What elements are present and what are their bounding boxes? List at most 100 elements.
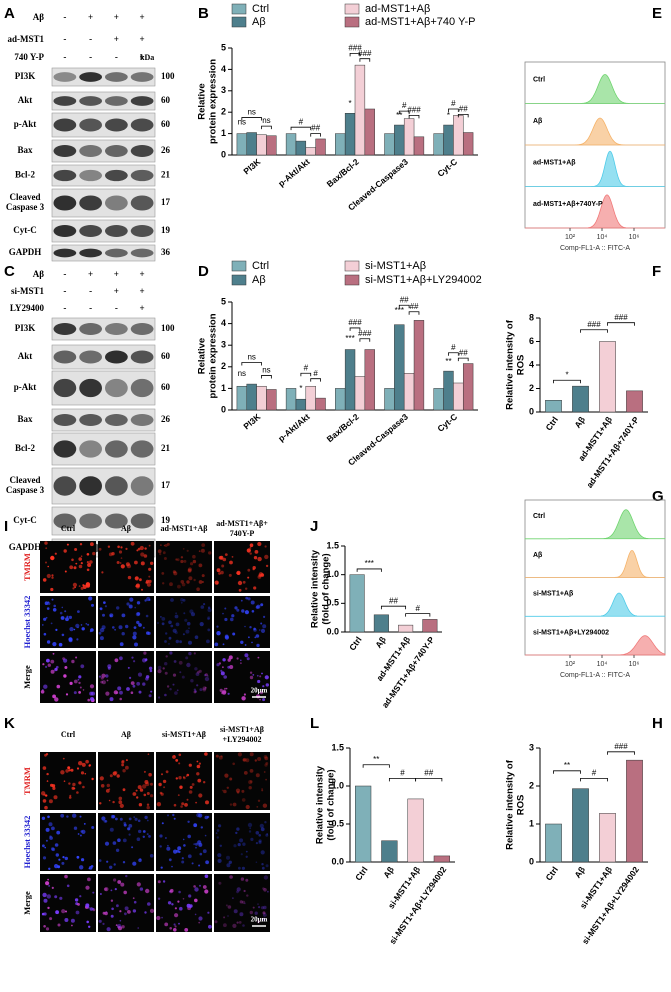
cell: [242, 758, 246, 762]
cell: [181, 860, 185, 864]
cell: [75, 562, 78, 565]
condition-sign: +: [140, 303, 145, 313]
cell: [103, 601, 106, 604]
cell: [142, 835, 145, 838]
cell: [176, 558, 180, 562]
condition-label: LY29400: [10, 303, 45, 313]
cell: [206, 675, 209, 677]
cell: [188, 627, 190, 629]
cell: [182, 838, 185, 841]
cell: [40, 690, 45, 694]
cell: [131, 846, 134, 849]
cell: [260, 573, 265, 577]
significance-bracket: [408, 311, 420, 315]
cell: [50, 669, 55, 674]
y-axis-label: (fold of change): [326, 769, 337, 840]
cell: [130, 541, 135, 546]
micrograph-bg: [98, 874, 154, 932]
cell: [103, 887, 108, 891]
cell: [135, 789, 138, 792]
bar: [354, 376, 366, 411]
cell: [132, 631, 137, 636]
cell: [262, 911, 266, 915]
cell: [207, 606, 211, 609]
cell: [146, 819, 149, 822]
cell: [172, 628, 177, 633]
cell: [162, 779, 167, 784]
cell: [249, 827, 252, 830]
y-tick-label: 3: [221, 340, 226, 350]
significance-label: #: [400, 769, 405, 778]
significance-label: ##: [424, 769, 433, 778]
blot-band: [79, 378, 102, 398]
micrograph: [40, 874, 96, 932]
micrograph-bg: [156, 874, 212, 932]
cell: [263, 875, 269, 880]
significance-bracket: [359, 338, 371, 342]
band-kda: 17: [161, 480, 171, 490]
cell: [46, 780, 49, 782]
legend-label: ad-MST1+Aβ: [365, 3, 430, 15]
scale-bar-label: 20μm: [251, 916, 268, 924]
significance-label: ###: [614, 742, 628, 751]
cell: [80, 771, 85, 775]
cell: [130, 681, 135, 685]
cell: [157, 897, 161, 900]
cell: [52, 652, 55, 655]
cell: [128, 833, 131, 836]
bar: [394, 324, 405, 411]
cell: [199, 852, 203, 856]
cell: [161, 572, 165, 575]
cell: [236, 827, 240, 831]
significance-bracket: [261, 125, 272, 130]
cell: [145, 581, 148, 584]
cell: [192, 559, 197, 564]
y-tick-label: 0.5: [331, 818, 344, 828]
condition-sign: -: [63, 269, 66, 279]
cell: [118, 926, 122, 931]
cell: [99, 607, 103, 611]
cell: [164, 662, 168, 666]
cell: [229, 803, 233, 806]
cell: [104, 820, 108, 823]
cell: [232, 762, 235, 766]
cell: [178, 776, 182, 780]
condition-sign: +: [140, 286, 145, 296]
cell: [204, 815, 209, 820]
cell: [197, 778, 202, 783]
cell: [163, 544, 166, 547]
bar: [349, 574, 365, 633]
blot-band: [130, 513, 154, 529]
cell: [44, 846, 46, 849]
cell: [89, 684, 95, 689]
y-tick-label: 2: [529, 780, 534, 790]
cell: [241, 696, 246, 701]
cell: [126, 910, 131, 914]
cell: [61, 861, 65, 865]
significance-label: **: [373, 755, 379, 764]
cell: [146, 792, 150, 795]
cell: [240, 662, 242, 665]
blot-band: [79, 323, 102, 335]
cell: [64, 666, 68, 669]
cell: [64, 610, 67, 613]
cell: [201, 543, 206, 547]
cell: [157, 665, 162, 670]
band-label: Caspase 3: [6, 202, 45, 212]
cell: [112, 800, 115, 804]
cell: [117, 545, 120, 549]
cell: [250, 600, 255, 605]
cell: [185, 656, 189, 660]
cell: [160, 544, 162, 546]
band-label: Cleaved: [10, 192, 41, 202]
cell: [99, 776, 104, 781]
cell: [143, 554, 148, 558]
cell: [172, 570, 176, 574]
significance-label: ***: [345, 334, 354, 343]
cell: [119, 656, 123, 661]
cell: [145, 677, 149, 681]
cell: [125, 624, 129, 629]
cell: [78, 557, 82, 561]
cell: [132, 909, 137, 913]
cell: [170, 624, 174, 628]
